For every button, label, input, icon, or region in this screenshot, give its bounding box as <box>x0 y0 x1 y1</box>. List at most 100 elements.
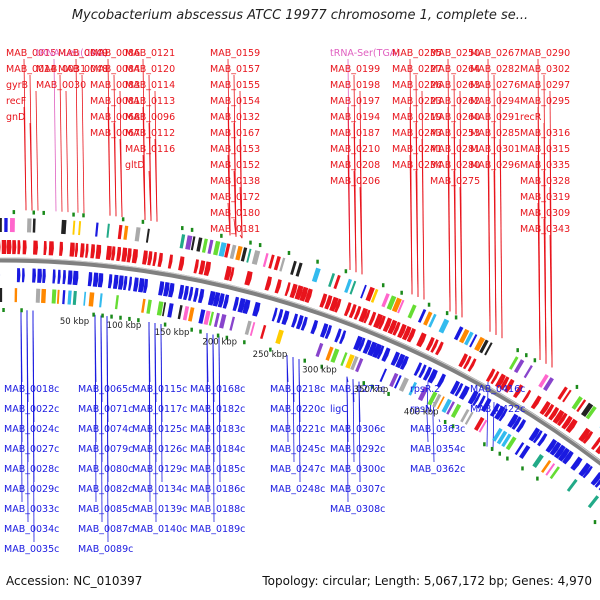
reverse-gene <box>242 299 251 315</box>
cog-segment <box>505 436 517 451</box>
gene-label: MAB_0138 <box>210 176 260 187</box>
gene-label: MAB_0227 <box>392 64 442 75</box>
cog-segment <box>474 416 485 431</box>
reverse-gene <box>422 366 433 381</box>
gene-label: tRNA-Leu(CAG) <box>36 48 108 59</box>
gene-label: MAB_0198 <box>330 80 380 91</box>
gene-label: MAB_0282 <box>470 64 520 75</box>
cog-segment <box>496 430 508 445</box>
forward-gene <box>458 353 468 368</box>
cog-segment <box>545 463 556 476</box>
gene-label: MAB_0030 <box>36 80 86 91</box>
reverse-gene <box>557 447 570 462</box>
cog-segment <box>355 358 364 373</box>
tick-mark <box>128 316 131 321</box>
cog-segment <box>453 326 464 341</box>
cog-segment <box>417 386 429 402</box>
cog-segment <box>167 303 174 318</box>
gene-label: MAB_0159 <box>210 48 260 59</box>
cog-segment <box>427 391 438 406</box>
gene-label: MAB_0031 <box>36 64 86 75</box>
reverse-gene <box>371 343 382 359</box>
reverse-gene <box>582 465 593 479</box>
reverse-gene <box>16 268 21 283</box>
leader-line <box>94 314 97 503</box>
gene-label: MAB_0024c <box>4 424 59 435</box>
reverse-gene <box>324 324 332 339</box>
cog-segment <box>519 445 531 460</box>
forward-gene <box>462 355 472 370</box>
gene-label: MAB_0300c <box>330 464 385 475</box>
gene-label: MAB_0080c <box>78 464 133 475</box>
reverse-gene <box>481 397 492 412</box>
cog-segment <box>275 329 284 345</box>
reverse-gene <box>413 362 423 376</box>
cog-segment <box>61 219 67 235</box>
tick-mark <box>320 364 323 369</box>
tick-mark <box>498 451 502 456</box>
reverse-gene <box>390 351 400 366</box>
cog-segment <box>543 377 554 392</box>
gene-label: MAB_0301 <box>470 144 520 155</box>
cog-segment <box>83 291 87 306</box>
reverse-gene <box>21 268 25 283</box>
leader-line <box>486 381 489 447</box>
leader-line <box>23 106 27 211</box>
leader-line <box>218 336 221 483</box>
reverse-gene <box>237 298 246 313</box>
scale-label: 50 kbp <box>60 317 89 327</box>
cog-segment <box>423 311 433 326</box>
reverse-gene <box>168 282 175 298</box>
leader-line <box>148 322 151 503</box>
cog-segment <box>479 339 489 354</box>
reverse-gene <box>97 273 104 288</box>
gene-label: MAB_0302 <box>520 64 570 75</box>
tick-mark <box>506 456 509 461</box>
reverse-gene <box>72 270 79 286</box>
gene-label: MAB_0034c <box>4 524 59 535</box>
forward-gene <box>435 341 444 356</box>
gene-label: MAB_0416c <box>470 384 525 395</box>
cog-segment <box>438 318 450 334</box>
cog-segment <box>99 293 103 308</box>
forward-gene <box>467 358 477 372</box>
reverse-gene <box>467 390 479 405</box>
reverse-gene <box>511 416 522 430</box>
backbone-arc <box>0 257 600 466</box>
gene-label: recF <box>6 96 26 107</box>
gene-label: ligC <box>330 404 348 415</box>
cog-segment <box>188 307 195 322</box>
forward-gene <box>416 332 427 348</box>
leader-line <box>227 154 231 236</box>
gene-label: MAB_0172 <box>210 192 260 203</box>
cog-segment <box>190 236 196 251</box>
leader-line <box>107 106 111 216</box>
gene-label: MAB_0125c <box>132 424 187 435</box>
forward-gene <box>22 240 27 255</box>
gene-label: MAB_0033c <box>4 504 59 515</box>
gene-label: MAB_0264 <box>430 64 480 75</box>
gene-label: MAB_0184c <box>190 444 245 455</box>
cog-segment <box>179 234 186 249</box>
cog-segment <box>389 372 399 388</box>
cog-segment <box>333 274 341 290</box>
cog-segment <box>562 389 572 403</box>
gene-label: MAB_0343 <box>520 224 570 235</box>
tick-mark <box>101 313 104 318</box>
tick-mark <box>483 442 486 447</box>
gene-label: MAB_0362c <box>410 464 465 475</box>
reverse-gene <box>458 385 470 400</box>
forward-gene <box>229 267 235 282</box>
leader-line <box>239 186 243 239</box>
cog-segment <box>458 328 470 344</box>
reverse-gene <box>399 355 409 370</box>
reverse-gene <box>353 335 363 351</box>
cog-segment <box>78 221 82 236</box>
leader-line <box>100 315 103 523</box>
forward-gene <box>193 259 199 274</box>
gene-label: MAB_0315 <box>520 144 570 155</box>
leader-line <box>346 376 349 503</box>
cog-segment <box>240 247 248 262</box>
gene-label: MAB_0027c <box>4 444 59 455</box>
forward-gene <box>561 415 573 430</box>
